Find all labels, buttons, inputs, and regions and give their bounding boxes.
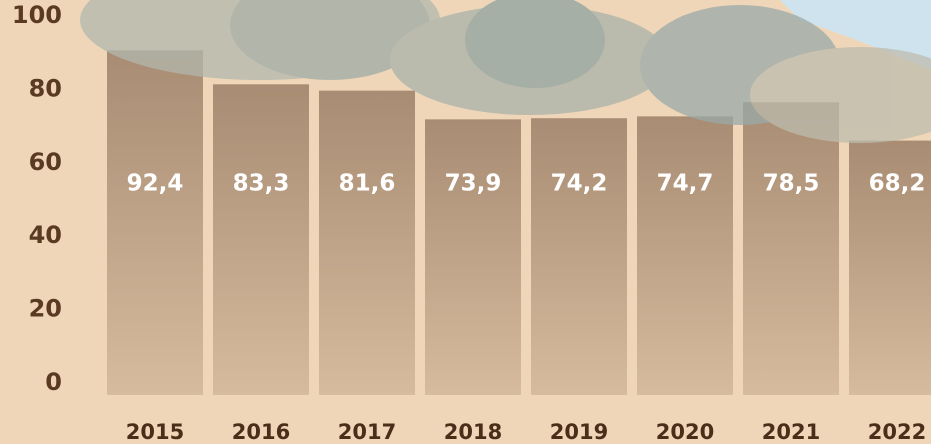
- x-tick-label: 2019: [550, 420, 608, 444]
- y-tick-label: 40: [29, 221, 62, 249]
- bar: [531, 118, 627, 395]
- y-tick-label: 60: [29, 148, 62, 176]
- y-tick-label: 20: [29, 295, 62, 323]
- bars: 92,4 83,3 81,6 73,9 74,2 74,7 78,5 68,2: [107, 50, 931, 396]
- y-tick-label: 80: [29, 74, 62, 102]
- cloud: [465, 0, 605, 88]
- value-label: 74,7: [657, 171, 714, 197]
- bar: [425, 119, 521, 395]
- value-label: 83,3: [233, 171, 290, 197]
- value-label: 68,2: [869, 171, 926, 197]
- x-tick-label: 2022: [868, 420, 926, 444]
- value-label: 78,5: [763, 171, 820, 197]
- x-tick-label: 2017: [338, 420, 396, 444]
- x-tick-label: 2021: [762, 420, 820, 444]
- x-tick-label: 2018: [444, 420, 502, 444]
- cloud: [230, 0, 430, 80]
- cloud: [750, 47, 931, 143]
- x-tick-label: 2016: [232, 420, 290, 444]
- x-tick-label: 2015: [126, 420, 184, 444]
- bar: [213, 84, 309, 395]
- value-label: 73,9: [445, 171, 502, 197]
- bar: [849, 140, 931, 395]
- y-tick-label: 100: [12, 1, 62, 29]
- value-label: 74,2: [551, 171, 608, 197]
- bar: [107, 50, 203, 396]
- bar: [637, 116, 733, 395]
- bar: [319, 90, 415, 395]
- value-label: 92,4: [127, 171, 184, 197]
- x-tick-label: 2020: [656, 420, 714, 444]
- bar: [743, 102, 839, 395]
- y-tick-label: 0: [45, 368, 62, 396]
- clouds: [80, 0, 931, 143]
- value-label: 81,6: [339, 171, 396, 197]
